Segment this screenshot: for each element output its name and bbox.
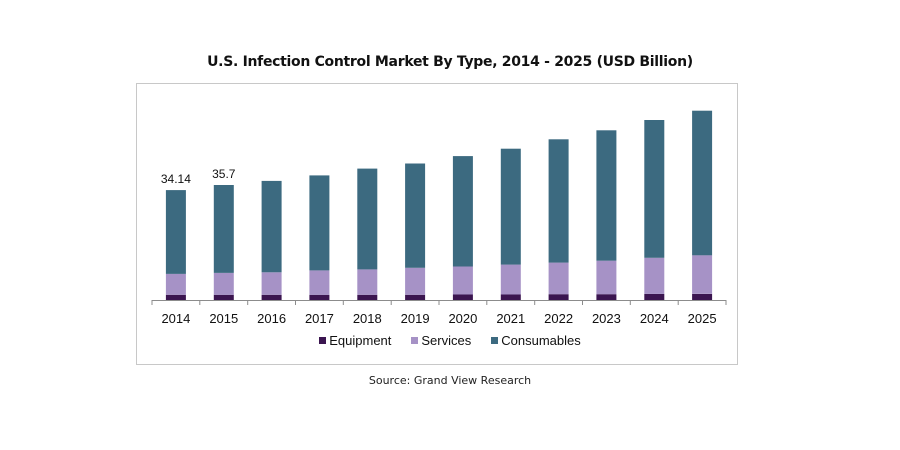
source-note: Source: Grand View Research xyxy=(368,374,532,387)
bar-services-2024 xyxy=(644,257,665,294)
bar-equipment-2024 xyxy=(644,293,665,300)
x-tick-label: 2024 xyxy=(640,311,669,326)
x-tick-label: 2021 xyxy=(496,311,525,326)
bar-equipment-2022 xyxy=(548,294,569,300)
x-tick-label: 2023 xyxy=(592,311,621,326)
legend-swatch-services xyxy=(411,337,419,344)
bar-consumables-2025 xyxy=(692,110,713,256)
bar-services-2014 xyxy=(165,273,186,295)
bar-services-2016 xyxy=(261,272,282,295)
bar-consumables-2015 xyxy=(213,185,234,273)
bar-services-2021 xyxy=(500,264,521,295)
legend-item-consumables: Consumables xyxy=(491,333,581,348)
bar-services-2018 xyxy=(357,269,378,295)
x-tick-label: 2018 xyxy=(353,311,382,326)
x-tick-label: 2022 xyxy=(544,311,573,326)
legend-item-services: Services xyxy=(411,333,471,348)
bar-consumables-2017 xyxy=(309,175,330,271)
data-label-2015: 35.7 xyxy=(212,167,236,181)
bar-services-2023 xyxy=(596,260,617,295)
bar-equipment-2014 xyxy=(165,294,186,300)
bar-services-2017 xyxy=(309,270,330,295)
x-tick-label: 2014 xyxy=(161,311,190,326)
bar-equipment-2018 xyxy=(357,294,378,300)
bar-equipment-2015 xyxy=(213,294,234,300)
legend-item-equipment: Equipment xyxy=(319,333,391,348)
bar-consumables-2024 xyxy=(644,120,665,258)
bar-consumables-2018 xyxy=(357,168,378,270)
x-tick-label: 2020 xyxy=(448,311,477,326)
bar-equipment-2020 xyxy=(452,294,473,300)
legend-swatch-equipment xyxy=(319,337,327,344)
legend-label: Consumables xyxy=(501,333,581,348)
bar-services-2019 xyxy=(405,267,426,295)
x-tick-label: 2015 xyxy=(209,311,238,326)
bar-services-2020 xyxy=(452,266,473,295)
chart-frame xyxy=(136,83,738,365)
bar-consumables-2016 xyxy=(261,180,282,273)
bar-services-2022 xyxy=(548,262,569,295)
bar-services-2025 xyxy=(692,255,713,294)
x-tick-label: 2016 xyxy=(257,311,286,326)
bar-consumables-2021 xyxy=(500,148,521,265)
bar-equipment-2016 xyxy=(261,294,282,300)
legend-swatch-consumables xyxy=(491,337,499,344)
legend-label: Equipment xyxy=(329,333,392,348)
bar-equipment-2019 xyxy=(405,294,426,300)
bar-equipment-2023 xyxy=(596,294,617,300)
bar-equipment-2025 xyxy=(692,293,713,300)
legend: Equipment Services Consumables xyxy=(0,333,900,348)
bar-consumables-2022 xyxy=(548,139,569,263)
bar-consumables-2020 xyxy=(452,156,473,267)
bar-equipment-2021 xyxy=(500,294,521,300)
bar-equipment-2017 xyxy=(309,294,330,300)
x-tick-label: 2017 xyxy=(305,311,334,326)
chart-title: U.S. Infection Control Market By Type, 2… xyxy=(207,54,693,70)
data-label-2014: 34.14 xyxy=(161,172,191,186)
bar-consumables-2014 xyxy=(165,190,186,274)
bar-consumables-2023 xyxy=(596,130,617,261)
bar-services-2015 xyxy=(213,273,234,295)
legend-label: Services xyxy=(421,333,472,348)
x-tick-label: 2019 xyxy=(401,311,430,326)
x-tick-label: 2025 xyxy=(688,311,717,326)
bar-consumables-2019 xyxy=(405,163,426,268)
